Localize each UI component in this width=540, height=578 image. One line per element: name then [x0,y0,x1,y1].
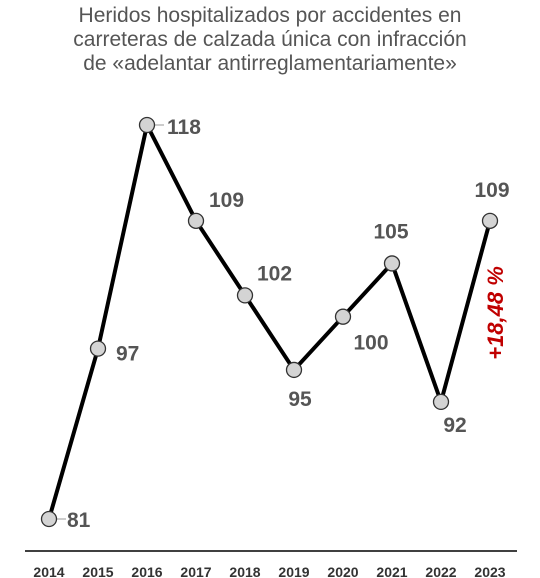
x-tick-label: 2014 [33,564,64,578]
data-label: 95 [288,388,312,411]
data-label: 105 [373,220,408,243]
data-label: 100 [353,332,388,355]
x-tick-label: 2018 [229,564,260,578]
data-point [334,308,352,325]
data-label: 81 [67,509,91,532]
data-label: 118 [167,116,201,139]
data-point [383,255,401,272]
data-point [40,510,58,528]
data-label: 109 [474,179,509,202]
series-line [47,123,492,520]
chart-title-line-3: de «adelantar antirreglamentariamente» [83,52,457,75]
data-label: 97 [116,343,139,366]
data-label: 109 [209,189,244,212]
x-tick-label: 2022 [425,564,456,578]
chart-title: Heridos hospitalizados por accidentes en… [0,4,540,76]
x-tick-label: 2020 [327,564,358,578]
data-point [138,116,156,134]
chart-title-line-2: carreteras de calzada única con infracci… [73,28,467,51]
data-point [432,393,450,411]
x-tick-label: 2017 [180,564,211,578]
data-label: 102 [257,262,292,285]
x-tick-label: 2021 [376,564,407,578]
x-tick-label: 2016 [131,564,162,578]
data-point [89,340,107,357]
data-point [481,212,499,229]
data-point [285,361,303,379]
chart-title-line-1: Heridos hospitalizados por accidentes en [78,4,462,27]
x-tick-label: 2019 [278,564,309,578]
data-point [236,287,254,304]
change-annotation: +18,48 % [483,266,508,360]
data-label: 92 [443,414,466,437]
data-point [187,212,205,229]
x-tick-label: 2015 [82,564,113,578]
x-tick-label: 2023 [474,564,505,578]
